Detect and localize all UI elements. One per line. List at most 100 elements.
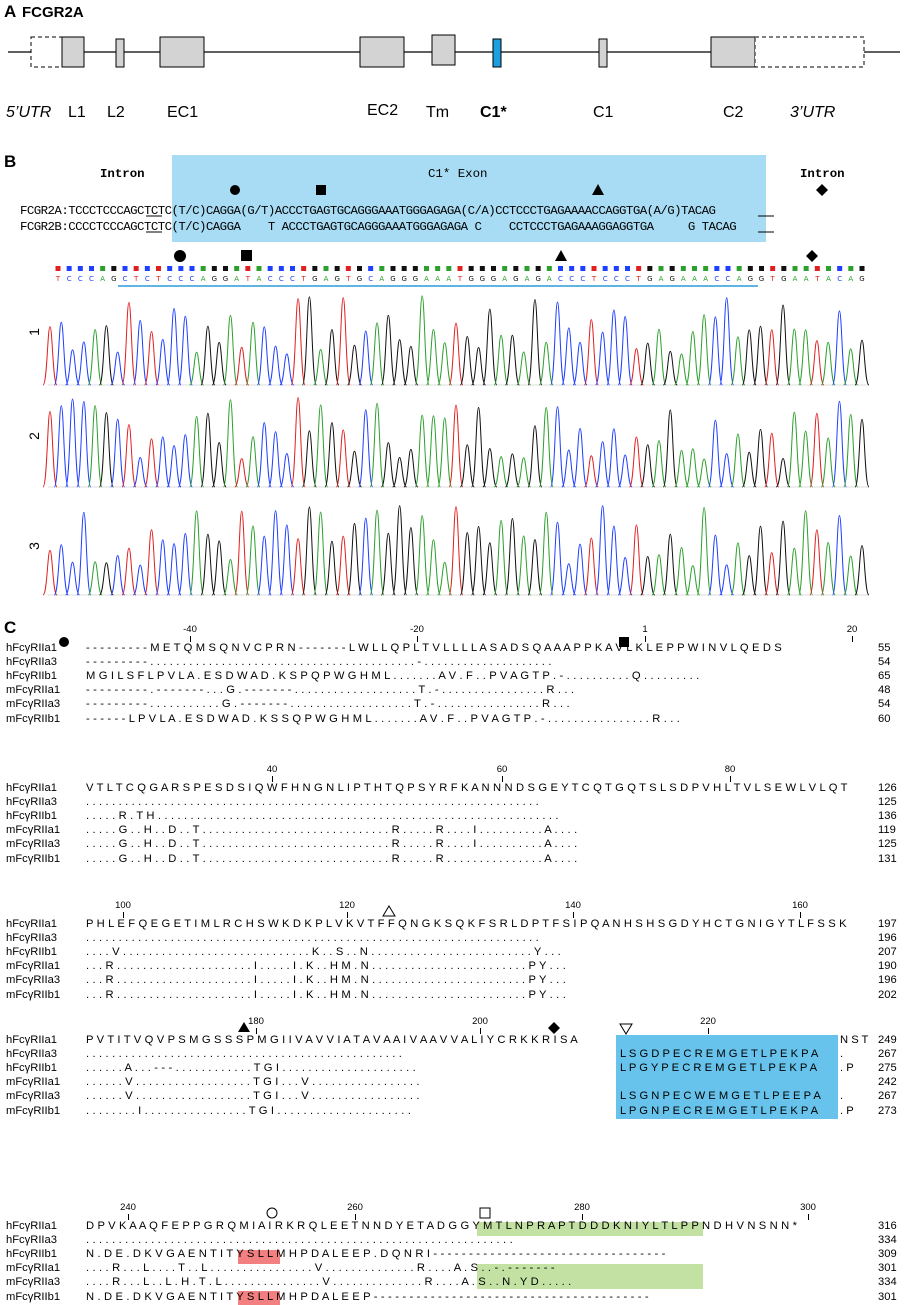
sequence-name: hFcγRIIa3: [6, 656, 57, 669]
base-call-square: [770, 266, 776, 271]
ruler-label: 40: [266, 764, 278, 775]
trace-peak: [222, 399, 238, 488]
trace-peak: [245, 321, 261, 386]
base-call-letter: C: [279, 275, 284, 283]
sequence-residues: . . . R . . . . . . . . . . . . . . . . …: [86, 960, 566, 973]
utr5-box: [30, 36, 66, 68]
trace-peak: [358, 517, 374, 596]
base-call-letter: T: [155, 275, 161, 283]
label-c1star: C1*: [480, 104, 507, 121]
sequence-end-number: 196: [878, 974, 897, 987]
trace-peak: [550, 521, 565, 596]
ruler-label: 220: [700, 1016, 716, 1027]
base-call-letter: A: [681, 275, 686, 283]
ruler-label: 240: [120, 1202, 136, 1213]
base-call-letter: C: [123, 275, 128, 283]
base-call-letter: A: [424, 275, 429, 283]
trace-peak: [189, 510, 205, 596]
base-call-square: [435, 266, 441, 271]
trace-peak: [583, 537, 599, 596]
trace-peak: [662, 409, 678, 488]
base-call-square: [859, 266, 865, 271]
ruler-tick: [800, 912, 801, 918]
trace-peak: [155, 539, 171, 596]
base-call-letter: A: [100, 275, 105, 283]
base-call-letter: A: [324, 275, 329, 283]
trace-peak: [786, 547, 802, 596]
ruler-label: 1: [642, 624, 648, 635]
trace-peak: [234, 346, 250, 386]
base-call-letter: G: [859, 275, 864, 283]
base-call-square: [334, 266, 340, 271]
base-call-square: [613, 266, 619, 271]
sequence-residues: . . . . . . V . . . . . . . . . . . . . …: [86, 1076, 420, 1089]
base-call-square: [66, 266, 72, 271]
intron-left-label: Intron: [100, 167, 145, 181]
trace-peak: [674, 450, 690, 488]
trace-peak: [662, 533, 678, 596]
trace-peak: [380, 442, 396, 488]
sequence-end-number: 55: [878, 642, 891, 654]
trace-peak: [313, 404, 329, 488]
base-call-letter: T: [55, 275, 61, 283]
base-call-square: [602, 266, 608, 271]
trace-peak: [798, 329, 814, 386]
base-call-square: [290, 266, 295, 271]
trace-peak: [583, 455, 599, 488]
base-call-square: [446, 266, 452, 271]
sequence-name: hFcγRIIa1: [6, 1220, 57, 1232]
base-call-letter: C: [569, 275, 574, 283]
trace-peak: [98, 412, 114, 488]
base-call-square: [156, 266, 161, 271]
trace-peak: [809, 529, 825, 596]
label-tm: Tm: [426, 104, 450, 121]
base-call-square: [256, 266, 262, 271]
trace-peak: [392, 339, 408, 386]
trace-peak: [538, 406, 554, 488]
sequence-highlighted-segment: L P G Y P E C R E M G E T L P E K P A: [620, 1062, 818, 1075]
sequence-end-number: 125: [878, 838, 897, 851]
sequence-residues: . . . . R . . . L . . L . H . T . L . . …: [86, 1276, 572, 1289]
ruler-tick: [417, 636, 418, 642]
trace-peak: [448, 322, 464, 386]
base-call-letter: C: [714, 275, 719, 283]
trace-peak: [144, 438, 159, 488]
sequence-end-number: 207: [878, 946, 897, 959]
label-l1: L1: [68, 104, 86, 121]
ruler-label: 120: [339, 900, 355, 911]
trace-peak: [301, 296, 317, 386]
trace-peak: [685, 330, 701, 386]
base-call-square: [89, 266, 94, 271]
trace-peak: [200, 533, 216, 596]
base-call-letter: G: [401, 275, 406, 283]
trace-peak: [820, 541, 836, 596]
base-call-letter: G: [111, 275, 116, 283]
base-call-letter: G: [357, 275, 362, 283]
ruler-label: 80: [724, 764, 736, 775]
base-call-square: [491, 266, 496, 271]
intron-right-label: Intron: [800, 167, 845, 181]
trace-peak: [414, 515, 430, 596]
trace-peak: [640, 556, 656, 596]
trace-peak: [617, 316, 633, 386]
sequence-name: mFcγRIIa3: [6, 1276, 61, 1289]
trace-peak: [268, 510, 284, 596]
sequence-end-number: 190: [878, 960, 897, 973]
sequence-name: mFcγRIIb1: [6, 712, 61, 725]
ruler-label: 260: [347, 1202, 363, 1213]
trace-peak: [110, 351, 126, 386]
trace-peak: [177, 434, 193, 488]
sequence-end-number: 196: [878, 932, 897, 945]
ruler-tick: [123, 912, 124, 918]
sequence-residues: - - - - - - - - - M E T Q M S Q N V C P …: [86, 642, 782, 654]
trace-peak: [493, 334, 509, 386]
sequence-residues: . . . . . G . . H . . D . . T . . . . . …: [86, 824, 578, 837]
sequence-name: mFcγRIIa1: [6, 824, 61, 837]
base-call-letter: A: [446, 275, 451, 283]
trace-peak: [459, 336, 475, 386]
sequence-end-number: 131: [878, 852, 897, 865]
trace-peak: [403, 345, 419, 386]
sequence-name: hFcγRIIa3: [6, 796, 57, 809]
trace-peak: [719, 453, 735, 488]
trace-peak: [798, 430, 814, 488]
